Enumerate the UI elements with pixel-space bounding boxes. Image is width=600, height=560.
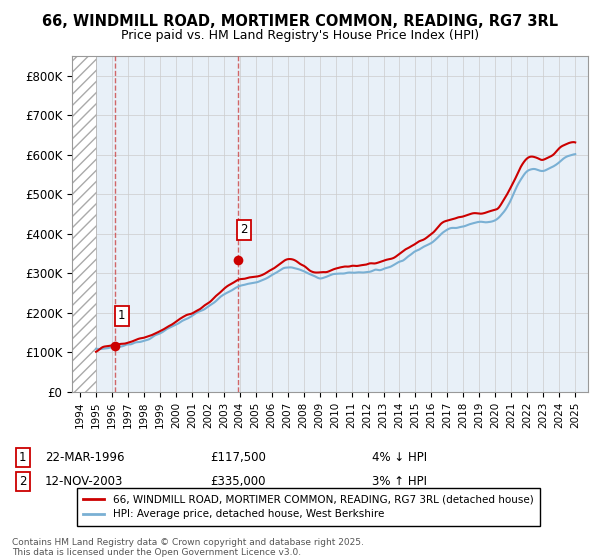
Text: 2: 2 bbox=[19, 475, 26, 488]
Text: Contains HM Land Registry data © Crown copyright and database right 2025.
This d: Contains HM Land Registry data © Crown c… bbox=[12, 538, 364, 557]
Text: 2: 2 bbox=[241, 223, 248, 236]
Text: 66, WINDMILL ROAD, MORTIMER COMMON, READING, RG7 3RL: 66, WINDMILL ROAD, MORTIMER COMMON, READ… bbox=[42, 14, 558, 29]
Text: 22-MAR-1996: 22-MAR-1996 bbox=[45, 451, 125, 464]
Text: £117,500: £117,500 bbox=[210, 451, 266, 464]
Legend: 66, WINDMILL ROAD, MORTIMER COMMON, READING, RG7 3RL (detached house), HPI: Aver: 66, WINDMILL ROAD, MORTIMER COMMON, READ… bbox=[77, 488, 539, 526]
Text: 1: 1 bbox=[19, 451, 26, 464]
Text: £335,000: £335,000 bbox=[210, 475, 265, 488]
Bar bbox=[96, 56, 588, 392]
Text: 3% ↑ HPI: 3% ↑ HPI bbox=[372, 475, 427, 488]
Text: 4% ↓ HPI: 4% ↓ HPI bbox=[372, 451, 427, 464]
Text: 1: 1 bbox=[118, 310, 125, 323]
Text: 12-NOV-2003: 12-NOV-2003 bbox=[45, 475, 124, 488]
Text: Price paid vs. HM Land Registry's House Price Index (HPI): Price paid vs. HM Land Registry's House … bbox=[121, 29, 479, 42]
Bar bbox=[72, 56, 96, 392]
